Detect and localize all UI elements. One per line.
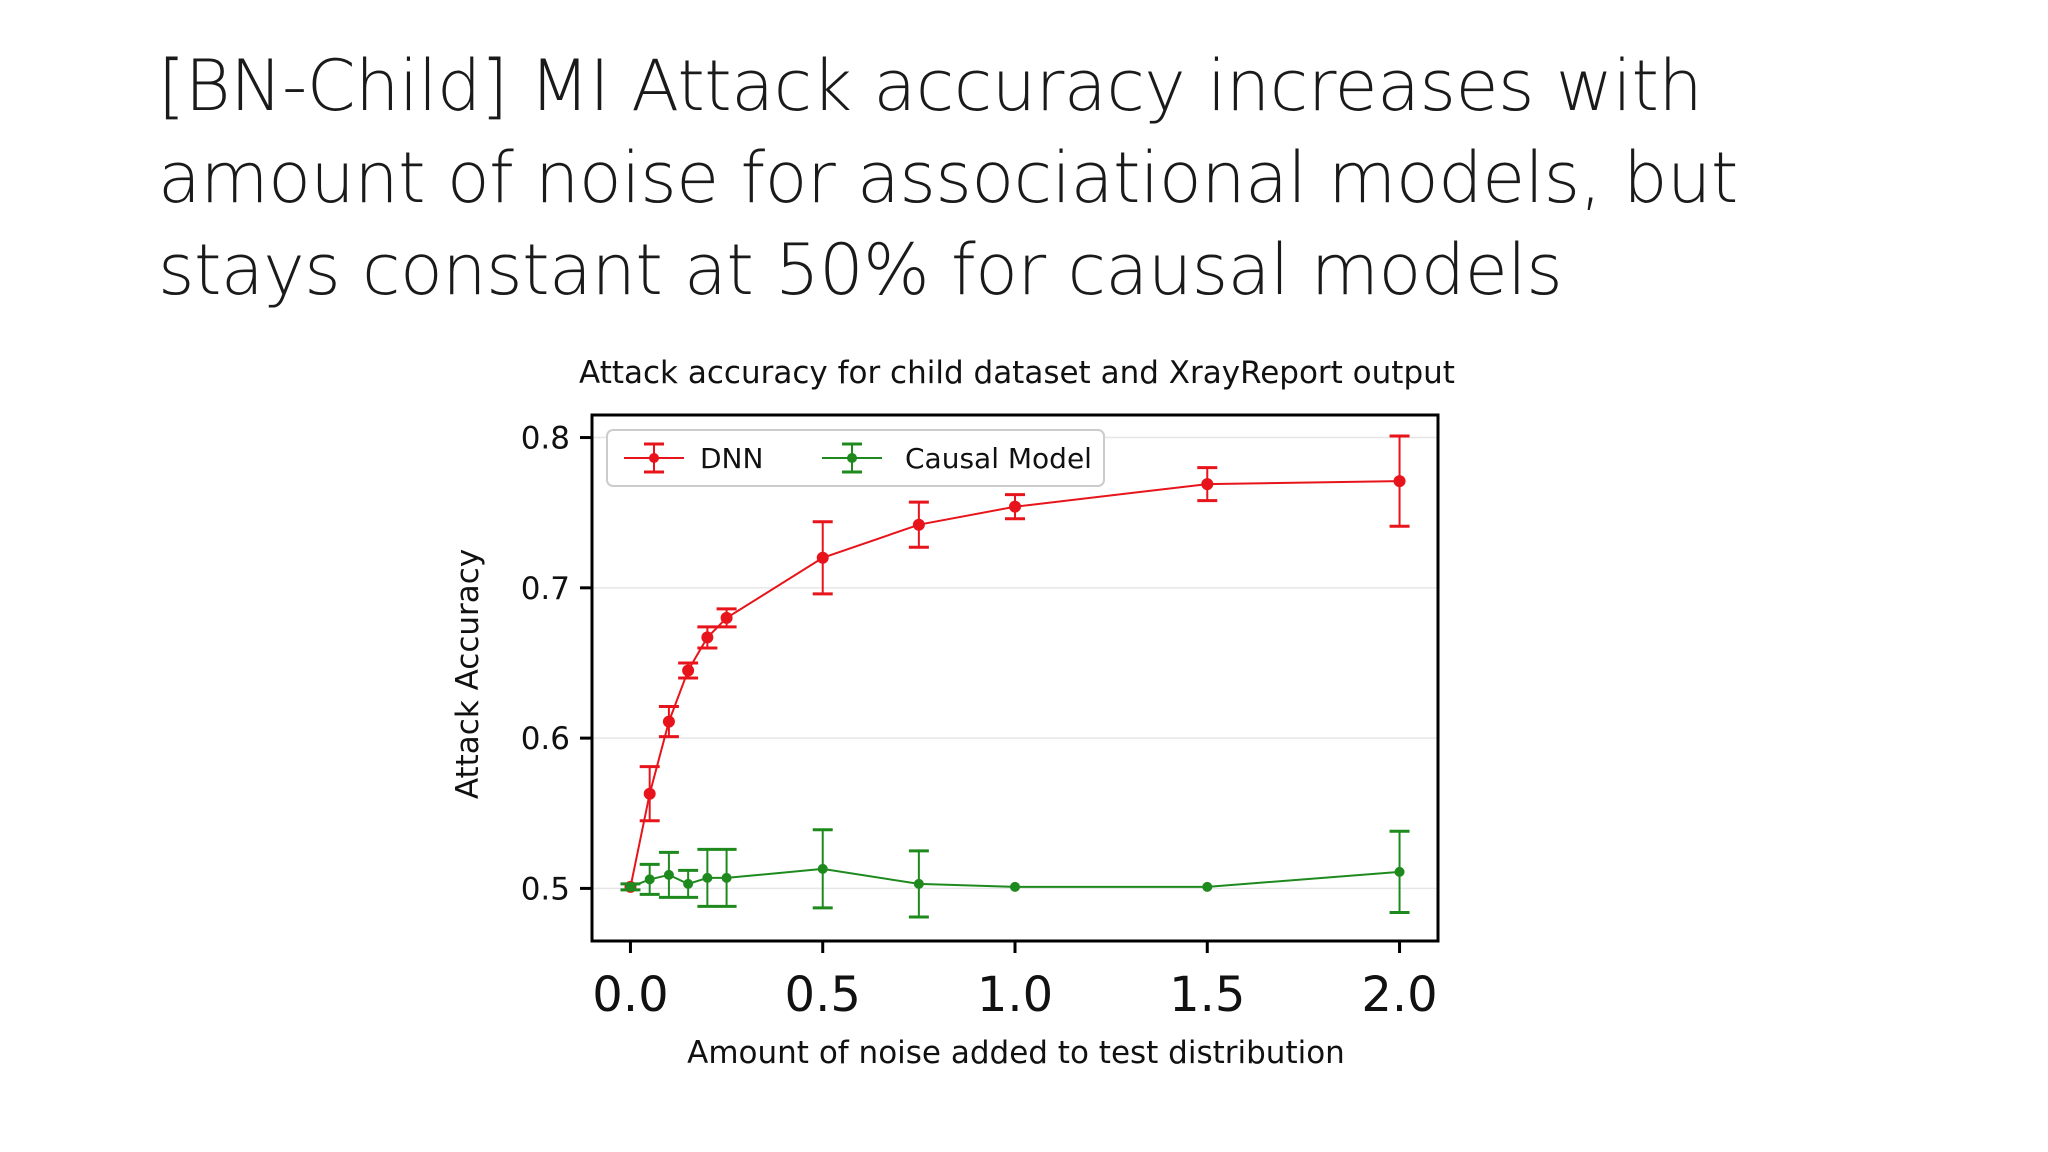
data-point [643, 787, 656, 800]
legend: DNN Causal Model [606, 429, 1105, 487]
x-tick-label: 1.0 [977, 967, 1053, 1023]
data-point [913, 878, 924, 889]
y-tick-label: 0.7 [521, 571, 570, 607]
series-dnn [624, 434, 1410, 893]
data-point [701, 631, 714, 644]
slide-title-line-2: amount of noise for associational models… [158, 137, 1738, 219]
chart-title: Attack accuracy for child dataset and Xr… [579, 355, 1455, 391]
data-point [1202, 881, 1213, 892]
data-point [816, 551, 829, 564]
data-point [625, 881, 636, 892]
y-tick-label: 0.6 [521, 721, 570, 757]
data-point [1201, 478, 1214, 491]
data-point [1010, 881, 1020, 892]
slide-title-line-1: [BN-Child] MI Attack accuracy increases … [158, 45, 1703, 127]
legend-label: Causal Model [905, 442, 1092, 475]
data-point [721, 872, 732, 883]
x-tick-label: 0.5 [785, 967, 861, 1023]
axis-ticks: 0.5 0.6 0.7 0.8 0.0 0.5 1.0 1.5 2.0 [521, 421, 1438, 1023]
data-point [1393, 475, 1406, 488]
data-point [1009, 500, 1021, 513]
data-point [702, 872, 713, 883]
data-point [1394, 866, 1405, 877]
x-tick-label: 0.0 [592, 967, 668, 1023]
plot-series [620, 434, 1410, 919]
series-causal-model [620, 828, 1410, 919]
x-tick-label: 1.5 [1169, 967, 1245, 1023]
y-tick-label: 0.8 [521, 421, 570, 457]
series-line [629, 480, 1400, 888]
slide-title-line-3: stays constant at 50% for causal models [158, 229, 1563, 311]
data-point [662, 715, 675, 728]
data-point [644, 874, 655, 885]
slide-title: [BN-Child] MI Attack accuracy increases … [158, 40, 1958, 316]
data-point [720, 611, 733, 624]
legend-label: DNN [700, 442, 763, 475]
data-point [683, 878, 694, 889]
y-axis-label: Attack Accuracy [450, 549, 486, 799]
x-axis-label: Amount of noise added to test distributi… [687, 1035, 1345, 1071]
data-point [682, 664, 695, 677]
x-tick-label: 2.0 [1361, 967, 1437, 1023]
legend-swatch-marker [847, 453, 857, 463]
data-point [912, 518, 925, 531]
y-tick-label: 0.5 [521, 871, 570, 907]
data-point [817, 863, 828, 874]
legend-swatch-marker [649, 453, 659, 463]
data-point [663, 869, 674, 880]
